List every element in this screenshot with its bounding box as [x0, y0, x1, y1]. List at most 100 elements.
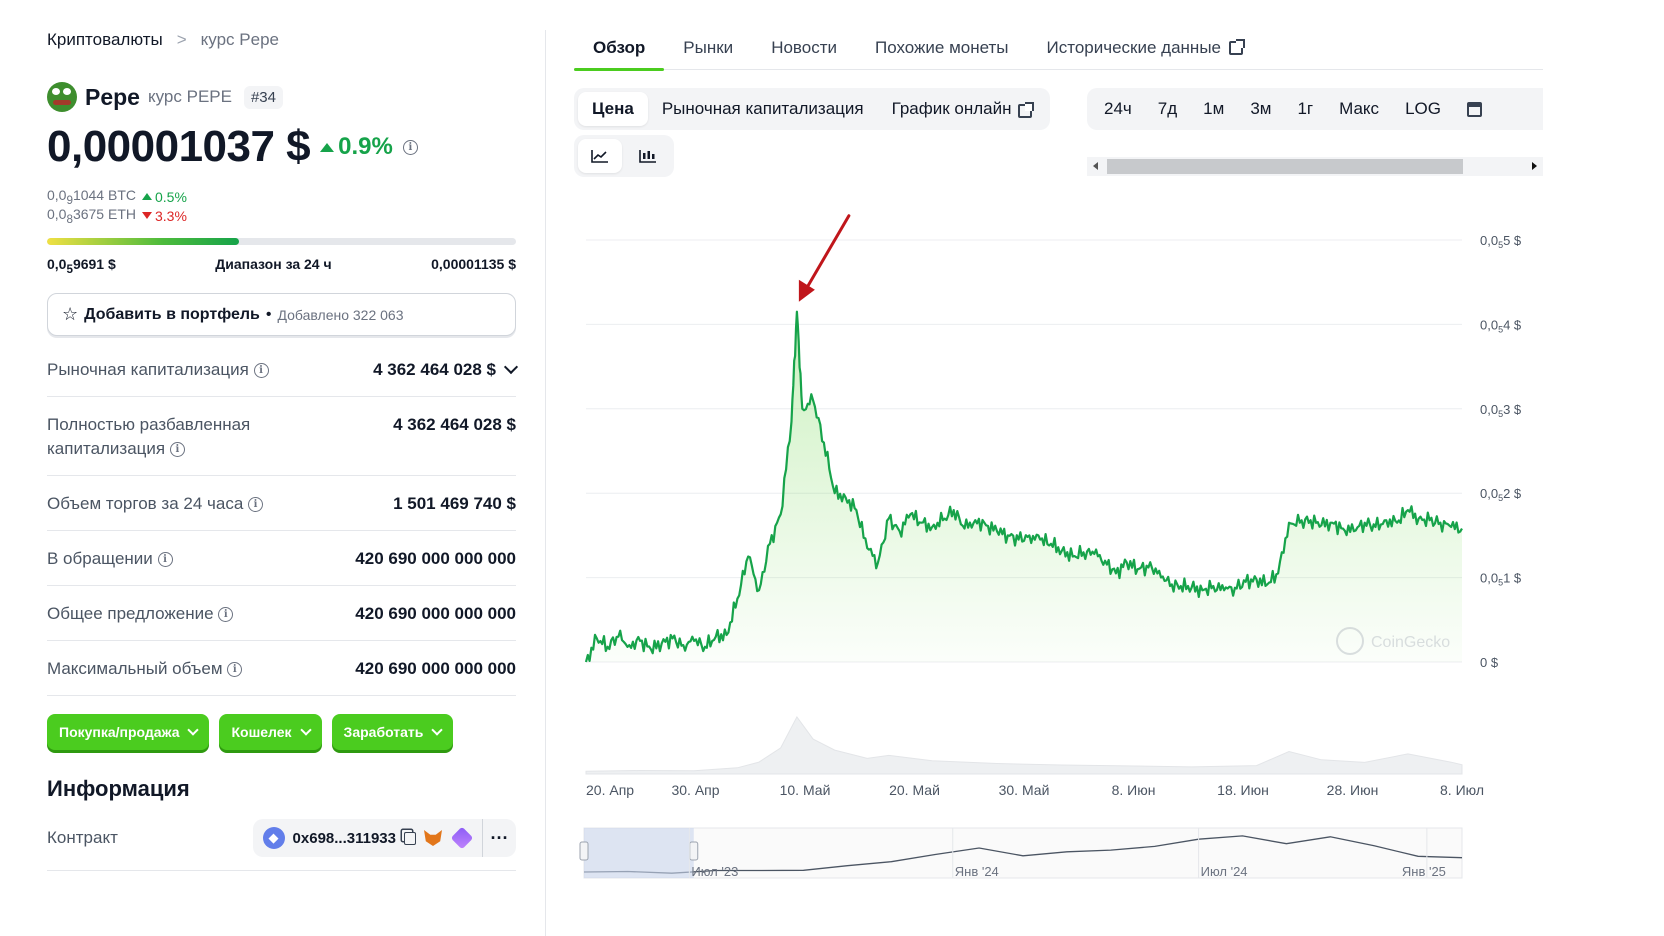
range-3m[interactable]: 3м: [1250, 99, 1272, 118]
metamask-icon[interactable]: [424, 830, 442, 846]
tab-historical-data[interactable]: Исторические данные: [1028, 28, 1262, 70]
pepe-logo-icon: [47, 82, 77, 112]
range-1m[interactable]: 1м: [1203, 99, 1225, 118]
coin-rank-badge: #34: [243, 85, 283, 109]
tab-similar-coins[interactable]: Похожие монеты: [875, 38, 1009, 57]
range-1y[interactable]: 1г: [1297, 99, 1314, 118]
breadcrumb-cryptocurrencies[interactable]: Криптовалюты: [47, 30, 163, 49]
scroll-left-arrow-icon[interactable]: [1093, 162, 1098, 170]
price-change-value: 0.9%: [338, 133, 393, 160]
y-tick-label: 0,052 $: [1480, 486, 1522, 503]
scroll-thumb[interactable]: [1107, 159, 1463, 174]
range-log[interactable]: LOG: [1405, 99, 1441, 118]
navigator-tick-label: Янв '24: [955, 864, 999, 879]
chart-type-switcher: [574, 135, 674, 177]
info-icon[interactable]: i: [157, 552, 173, 568]
metric-market-cap[interactable]: Рыночная капитализация: [661, 99, 864, 118]
x-axis-labels: 20. Апр 30. Апр 10. Май 20. Май 30. Май 8. Ию…: [586, 782, 1484, 798]
earn-button[interactable]: Заработать: [331, 714, 454, 750]
range-switcher: 24ч 7д 1м 3м 1г Макс LOG: [1087, 88, 1543, 130]
navigator-line: [583, 835, 1463, 874]
navigator-handle-left[interactable]: [579, 841, 589, 861]
info-icon[interactable]: i: [227, 662, 243, 678]
x-tick-label: 30. Май: [999, 782, 1050, 798]
price-change: 0.9%: [320, 133, 393, 161]
stat-value: 1 501 469 740 $: [393, 494, 516, 513]
tab-news[interactable]: Новости: [771, 38, 837, 57]
ethereum-icon: ◆: [262, 827, 285, 849]
range-labels: 0,059691 $ Диапазон за 24 ч 0,00001135 $: [47, 256, 516, 276]
eth-price: 0,083675 ETH 3.3%: [47, 206, 187, 226]
chevron-down-icon[interactable]: [503, 359, 519, 375]
calendar-icon: [1466, 101, 1482, 117]
coin-header: Pepe курс PEPE #34: [47, 82, 283, 112]
scroll-right-arrow-icon[interactable]: [1532, 162, 1537, 170]
metric-live-chart[interactable]: График онлайн: [878, 92, 1046, 126]
range-max[interactable]: Макс: [1339, 99, 1380, 118]
buy-sell-label: Покупка/продажа: [59, 724, 180, 740]
range-scrollbar[interactable]: [1087, 157, 1543, 176]
info-icon[interactable]: i: [169, 442, 185, 458]
navigator-handle-right[interactable]: [689, 841, 699, 861]
stat-row-circulating: В обращении i 420 690 000 000 000: [47, 531, 516, 586]
action-buttons: Покупка/продажа Кошелек Заработать: [47, 714, 454, 750]
line-chart-button[interactable]: [578, 139, 622, 173]
info-icon[interactable]: i: [402, 139, 418, 155]
stat-row-market-cap: Рыночная капитализация i 4 362 464 028 $: [47, 342, 519, 397]
stat-label: Рыночная капитализация i: [47, 358, 269, 382]
wallet-button[interactable]: Кошелек: [219, 714, 322, 750]
x-tick-label: 8. Июл: [1440, 782, 1484, 798]
navigator[interactable]: Июл '23 Янв '24 Июл '24 Янв '25: [579, 827, 1463, 879]
watermark-text: CoinGecko: [1371, 634, 1450, 651]
x-tick-label: 20. Май: [889, 782, 940, 798]
y-tick-label: 0,051 $: [1480, 571, 1522, 588]
stat-label: Максимальный объем i: [47, 657, 243, 681]
navigator-tick-label: Июл '24: [1201, 864, 1248, 879]
navigator-selection[interactable]: [584, 828, 694, 878]
info-icon[interactable]: i: [253, 363, 269, 379]
range-bar: [47, 238, 516, 245]
stat-value: 4 362 464 028 $: [373, 358, 519, 382]
y-tick-label: 0,053 $: [1480, 402, 1522, 419]
arrow-shaft: [805, 214, 851, 290]
y-axis-labels: 0,055 $ 0,054 $ 0,053 $ 0,052 $ 0,051 $ 0 $: [1480, 233, 1522, 670]
add-to-portfolio-button[interactable]: ☆ Добавить в портфель • Добавлено 322 06…: [47, 293, 516, 336]
external-link-icon: [1017, 101, 1034, 118]
candlestick-chart-button[interactable]: [626, 139, 670, 173]
chevron-down-icon: [299, 724, 312, 736]
y-tick-label: 0 $: [1480, 655, 1499, 670]
price-area: [586, 311, 1462, 662]
more-button[interactable]: ···: [482, 819, 516, 857]
calendar-button[interactable]: [1454, 92, 1495, 126]
stat-row-max-supply: Максимальный объем i 420 690 000 000 000: [47, 641, 516, 696]
arrow-head: [798, 279, 815, 302]
contract-row: Контракт ◆ 0x698...311933 ···: [47, 818, 516, 858]
range-7d[interactable]: 7д: [1157, 99, 1178, 118]
x-tick-label: 30. Апр: [671, 782, 719, 798]
peak-arrow-annotation: [798, 214, 851, 302]
tab-overview[interactable]: Обзор: [574, 28, 665, 71]
metric-price[interactable]: Цена: [578, 92, 648, 126]
stat-label: Общее предложение i: [47, 602, 234, 626]
x-tick-label: 18. Июн: [1217, 782, 1269, 798]
price-chart[interactable]: 0,055 $ 0,054 $ 0,053 $ 0,052 $ 0,051 $ 0 $ C…: [574, 180, 1544, 936]
portfolio-added-count: Добавлено 322 063: [277, 306, 404, 323]
contract-address: 0x698...311933: [292, 829, 396, 847]
range-24h[interactable]: 24ч: [1104, 99, 1132, 118]
line-chart-icon: [591, 150, 608, 163]
x-tick-label: 28. Июн: [1327, 782, 1379, 798]
info-icon[interactable]: i: [218, 607, 234, 623]
info-icon[interactable]: i: [248, 497, 264, 513]
stat-label: Полностью разбавленная капитализация i: [47, 415, 251, 458]
metric-live-chart-label: График онлайн: [891, 99, 1012, 118]
y-tick-label: 0,054 $: [1480, 317, 1522, 334]
navigator-tick-label: Июл '23: [691, 864, 738, 879]
divider: [47, 870, 516, 871]
tab-markets[interactable]: Рынки: [683, 38, 734, 57]
external-link-icon: [1229, 39, 1245, 55]
copy-icon[interactable]: [404, 831, 416, 845]
wallet-gem-icon[interactable]: [450, 826, 474, 850]
buy-sell-button[interactable]: Покупка/продажа: [47, 714, 210, 750]
btc-price: 0,091044 BTC 0.5%: [47, 187, 187, 207]
portfolio-separator: •: [265, 305, 272, 323]
